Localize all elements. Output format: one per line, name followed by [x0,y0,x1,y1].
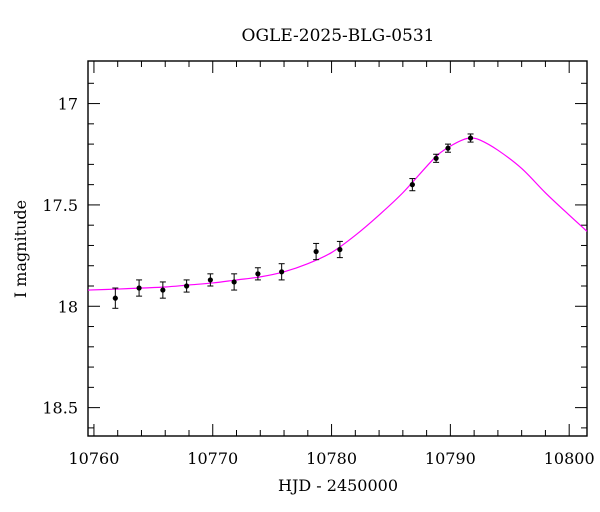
x-tick-label: 10770 [187,449,238,468]
y-tick-label: 17.5 [42,196,78,215]
x-axis-label: HJD - 2450000 [278,476,398,495]
point-marker [433,155,439,161]
y-tick-label: 18.5 [42,399,78,418]
axis-ticks [88,61,587,436]
point-marker [255,271,261,277]
point-marker [136,285,142,291]
x-tick-label: 10780 [306,449,357,468]
point-marker [313,248,319,255]
point-marker [207,277,213,283]
data-point [278,263,285,281]
data-point [336,240,343,259]
y-tick-label: 18 [58,297,78,316]
data-point [433,153,440,163]
y-tick-label: 17 [58,95,78,114]
data-point [183,279,190,293]
point-marker [231,279,237,285]
data-points [112,133,474,309]
data-point [467,133,474,143]
point-marker [160,287,166,293]
model-curve [87,137,588,291]
point-marker [409,182,415,188]
point-marker [445,145,451,151]
x-tick-label: 10800 [544,449,595,468]
point-marker [112,295,118,301]
point-marker [279,269,285,275]
y-axis-label: I magnitude [11,200,30,298]
point-marker [184,283,190,289]
data-point [136,279,143,297]
data-point [112,287,119,309]
data-point [313,242,320,261]
data-point [159,281,166,299]
data-point [207,273,214,287]
data-point [444,143,451,153]
point-marker [467,135,474,141]
chart-title: OGLE-2025-BLG-0531 [242,26,435,46]
data-point [254,267,261,281]
tick-labels: 10760 10770 10780 10790 10800 17 17.5 18 18.5 [42,95,594,468]
x-tick-label: 10790 [425,449,476,468]
point-marker [337,246,343,253]
data-point [409,178,416,192]
data-point [231,273,238,291]
x-tick-label: 10760 [68,449,119,468]
plot-frame [87,60,588,437]
